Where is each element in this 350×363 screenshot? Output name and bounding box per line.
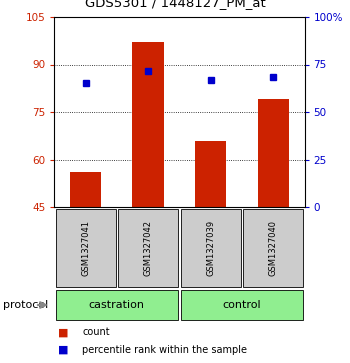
Bar <box>181 209 241 287</box>
Bar <box>243 209 303 287</box>
Text: GSM1327039: GSM1327039 <box>206 220 215 276</box>
Text: GDS5301 / 1448127_PM_at: GDS5301 / 1448127_PM_at <box>85 0 265 9</box>
Bar <box>258 99 289 207</box>
Text: ■: ■ <box>58 345 68 355</box>
Text: protocol: protocol <box>4 300 49 310</box>
Bar <box>56 209 116 287</box>
Text: percentile rank within the sample: percentile rank within the sample <box>82 345 247 355</box>
Bar <box>70 172 101 207</box>
Text: ■: ■ <box>58 327 68 337</box>
Text: GSM1327040: GSM1327040 <box>269 220 278 276</box>
Bar <box>181 290 303 320</box>
Bar <box>132 42 164 207</box>
Text: count: count <box>82 327 110 337</box>
Bar <box>195 140 226 207</box>
Text: control: control <box>223 300 261 310</box>
Bar <box>118 209 178 287</box>
Text: GSM1327042: GSM1327042 <box>144 220 153 276</box>
Bar <box>56 290 178 320</box>
Text: castration: castration <box>89 300 145 310</box>
Text: GSM1327041: GSM1327041 <box>81 220 90 276</box>
